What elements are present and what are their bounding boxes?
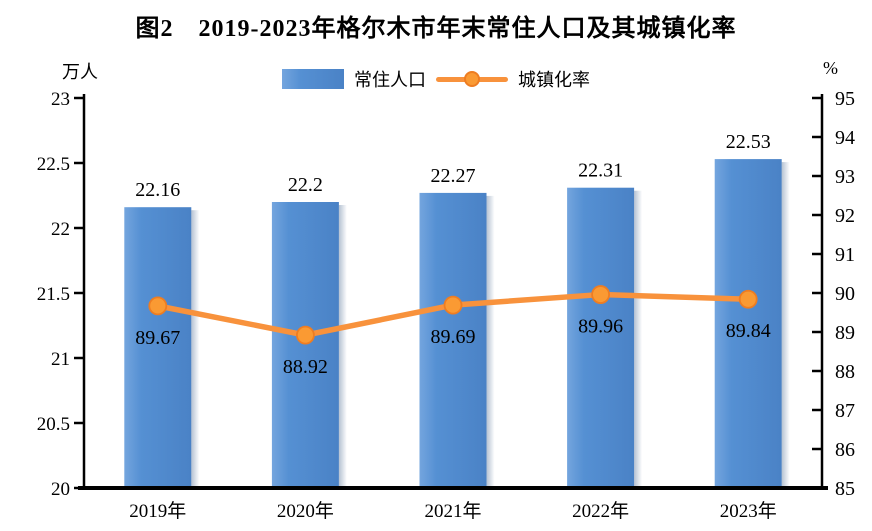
right-axis-tick-label: 91 [835,244,855,266]
x-axis-label: 2021年 [424,500,481,522]
bar-shadow-2020年 [338,205,347,488]
left-axis-tick-label: 20.5 [37,414,70,435]
right-axis-unit-label: % [823,58,838,78]
left-axis-tick-label: 22 [51,219,70,240]
bar-shadow-2023年 [781,162,790,488]
legend-line-swatch-icon [436,69,508,89]
left-axis-tick-label: 21 [51,349,70,370]
line-value-label: 89.96 [578,316,623,338]
right-axis-tick-label: 85 [835,478,855,500]
legend-bar-swatch-icon [282,69,344,89]
right-axis-tick-label: 87 [835,400,855,422]
left-axis-tick-label: 22.5 [37,154,70,175]
right-axis-tick-label: 92 [835,205,855,227]
bar-value-label: 22.53 [726,131,771,153]
line-marker [443,295,463,315]
right-axis-tick-label: 86 [835,439,855,461]
left-axis-tick-label: 20 [51,479,70,500]
right-axis-tick-label: 88 [835,361,855,383]
line-marker [148,296,168,316]
left-axis-unit-label: 万人 [62,62,98,82]
line-value-label: 89.67 [135,327,180,349]
line-marker [738,289,758,309]
legend-line-marker-icon [464,71,480,87]
right-axis-tick-label: 94 [835,127,855,149]
bar-value-label: 22.2 [288,174,323,196]
bar-2020年 [271,202,339,488]
x-axis-label: 2022年 [572,500,629,522]
line-value-label: 88.92 [283,356,328,378]
bar-shadow-2021年 [486,195,495,488]
x-axis-label: 2023年 [720,500,777,522]
legend-line-label: 城镇化率 [518,70,590,90]
legend-bar-label: 常住人口 [354,70,426,90]
x-axis-label: 2019年 [129,500,186,522]
x-axis-label: 2020年 [277,500,334,522]
bar-2023年 [714,159,782,488]
right-axis-tick-label: 89 [835,322,855,344]
line-marker [295,325,315,345]
bar-2019年 [124,207,192,488]
bar-2021年 [419,192,487,488]
line-value-label: 89.69 [431,326,476,348]
right-axis-tick-label: 93 [835,166,855,188]
right-axis-tick-label: 90 [835,283,855,305]
left-axis-tick-label: 21.5 [37,284,70,305]
bar-shadow-2022年 [634,190,643,488]
chart-title: 图2 2019-2023年格尔木市年末常住人口及其城镇化率 [135,16,737,42]
bar-value-label: 22.31 [578,160,623,182]
chart-legend: 常住人口 城镇化率 [0,66,872,92]
bar-value-label: 22.16 [135,179,180,201]
line-value-label: 89.84 [726,320,771,342]
bar-value-label: 22.27 [431,165,476,187]
bar-shadow-2019年 [191,210,200,488]
line-marker [591,285,610,304]
right-axis-tick-label: 95 [835,88,855,110]
left-axis-tick-label: 23 [51,89,70,110]
bar-2022年 [567,187,635,488]
